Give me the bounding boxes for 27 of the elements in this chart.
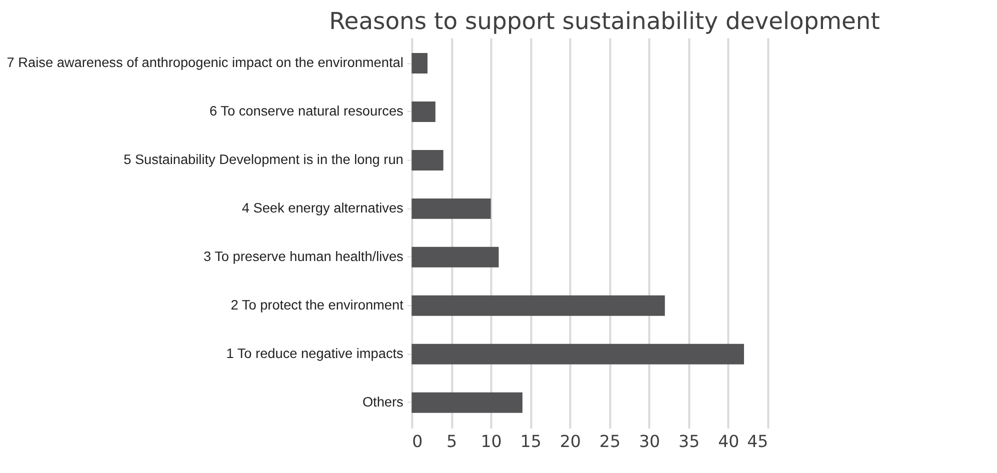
- y-tick-label: 5 Sustainability Development is in the long run: [124, 152, 404, 168]
- y-tick-label: 2 To protect the environment: [230, 298, 404, 313]
- y-tick-label: 1 To reduce negative impacts: [226, 346, 404, 362]
- x-tick-label: 20: [560, 432, 581, 452]
- x-tick-label: 25: [599, 432, 621, 452]
- bar: [412, 295, 665, 316]
- bar: [412, 150, 444, 170]
- y-tick-label: 6 To conserve natural resources: [210, 104, 404, 119]
- bar: [412, 198, 491, 219]
- y-tick-label: 7 Raise awareness of anthropogenic impact on the environmental: [6, 55, 404, 70]
- x-tick-label: 40: [718, 432, 740, 452]
- bar: [412, 392, 522, 413]
- x-tick-label: 5: [446, 432, 458, 452]
- x-tick-label: 10: [480, 432, 502, 452]
- bar: [412, 344, 744, 364]
- chart-title: Reasons to support sustainability development: [329, 7, 880, 36]
- x-tick-label: 15: [520, 432, 542, 452]
- y-tick-label: Others: [362, 394, 404, 410]
- y-tick-label: 3 To preserve human health/lives: [203, 249, 404, 264]
- x-tick-label: 35: [678, 432, 700, 452]
- x-tick-label: 0: [412, 432, 423, 452]
- bar: [412, 102, 436, 122]
- x-tick-label: 30: [638, 432, 660, 452]
- bar: [412, 246, 499, 268]
- y-tick-label: 4 Seek energy alternatives: [242, 200, 404, 216]
- bar: [412, 53, 428, 74]
- x-tick-label: 45: [747, 432, 768, 452]
